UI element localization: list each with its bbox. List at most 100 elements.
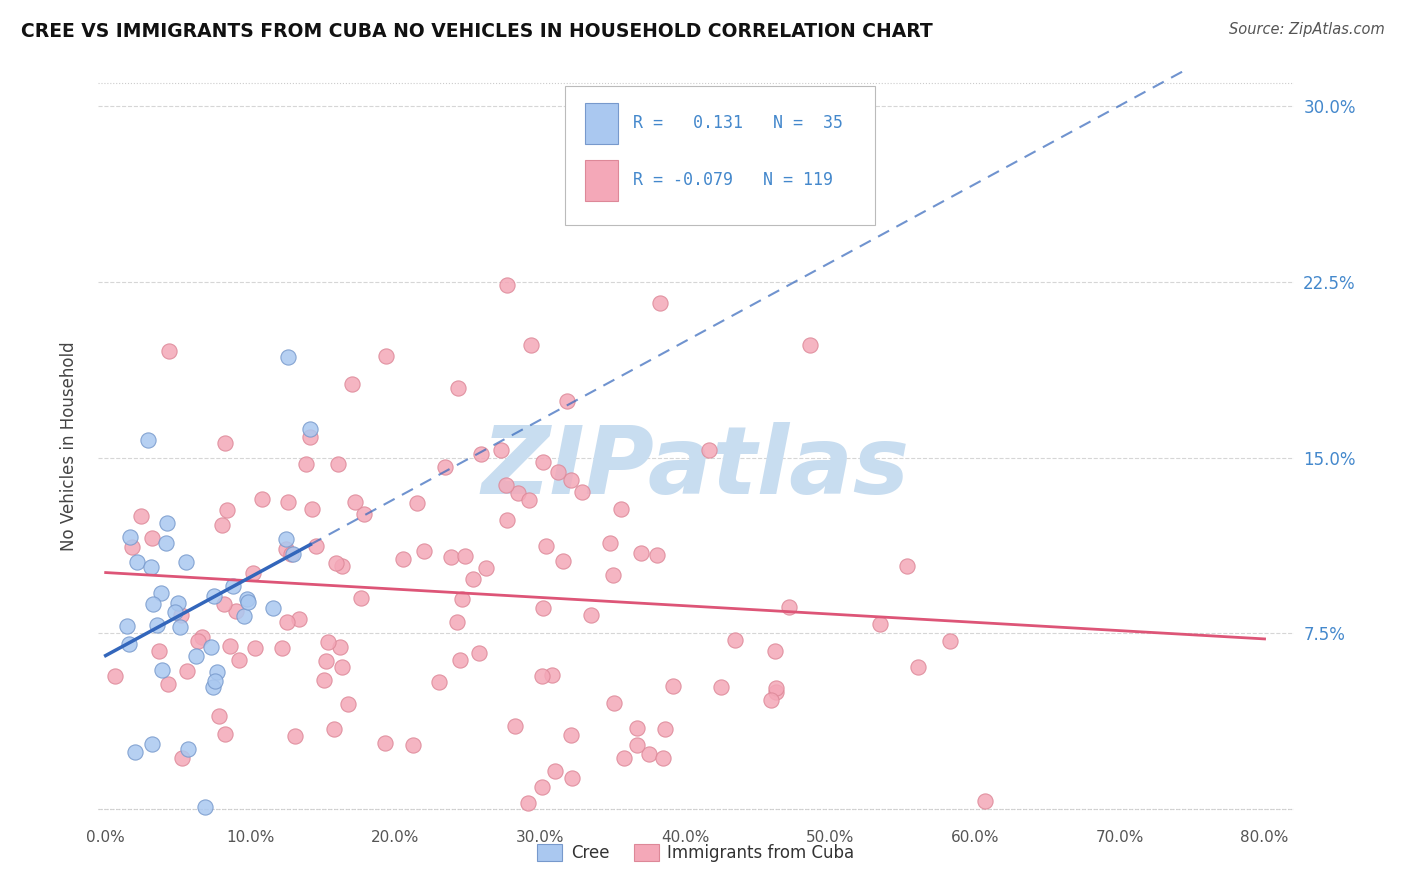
Point: [603, 696, 626, 710]
Point: [136, 434, 159, 448]
Point: [252, 492, 274, 507]
Point: [495, 478, 517, 492]
Point: [350, 591, 373, 605]
Point: [218, 639, 240, 653]
Point: [212, 598, 235, 612]
Point: [200, 640, 222, 654]
Point: [145, 618, 167, 632]
Point: [461, 572, 484, 586]
Point: [156, 516, 179, 531]
Point: [305, 539, 328, 553]
Point: [402, 738, 425, 752]
Point: [763, 644, 786, 658]
Point: [284, 729, 307, 743]
Point: [276, 615, 298, 629]
Point: [215, 503, 238, 517]
Point: [115, 619, 138, 633]
Point: [277, 351, 299, 365]
Point: [222, 579, 245, 593]
Point: [467, 646, 489, 660]
Point: [316, 635, 339, 649]
Point: [651, 751, 673, 765]
Point: [907, 659, 929, 673]
Point: [277, 494, 299, 508]
Point: [531, 455, 554, 469]
Point: [645, 548, 668, 562]
Point: [475, 560, 498, 574]
Point: [157, 344, 180, 359]
Point: [571, 485, 593, 500]
Point: [778, 600, 800, 615]
Point: [710, 680, 733, 694]
Point: [295, 457, 318, 471]
Point: [374, 736, 396, 750]
Point: [939, 634, 962, 648]
Point: [547, 465, 569, 479]
Point: [236, 595, 259, 609]
Point: [211, 518, 233, 533]
Point: [118, 637, 141, 651]
Legend: Cree, Immigrants from Cuba: Cree, Immigrants from Cuba: [530, 837, 862, 869]
Point: [626, 721, 648, 735]
Point: [561, 771, 583, 785]
Point: [141, 737, 163, 751]
Point: [299, 430, 322, 444]
Point: [329, 640, 352, 655]
Point: [626, 739, 648, 753]
Point: [503, 718, 526, 732]
Point: [516, 796, 538, 810]
Text: R = -0.079   N = 119: R = -0.079 N = 119: [633, 171, 832, 189]
Point: [214, 436, 236, 450]
Point: [235, 592, 257, 607]
Point: [118, 530, 141, 544]
Point: [127, 555, 149, 569]
Point: [449, 652, 471, 666]
Point: [496, 277, 519, 292]
Point: [104, 669, 127, 683]
FancyBboxPatch shape: [565, 87, 876, 225]
Point: [326, 458, 349, 472]
Point: [974, 794, 997, 808]
Point: [654, 723, 676, 737]
Point: [243, 640, 266, 655]
Point: [233, 608, 256, 623]
Point: [156, 677, 179, 691]
Point: [214, 727, 236, 741]
Point: [148, 644, 170, 658]
Point: [165, 605, 187, 619]
Point: [434, 460, 457, 475]
Point: [169, 620, 191, 634]
Point: [139, 560, 162, 574]
Point: [176, 665, 198, 679]
Point: [553, 554, 575, 568]
Point: [496, 513, 519, 527]
Point: [172, 751, 194, 765]
Text: CREE VS IMMIGRANTS FROM CUBA NO VEHICLES IN HOUSEHOLD CORRELATION CHART: CREE VS IMMIGRANTS FROM CUBA NO VEHICLES…: [21, 22, 932, 41]
Point: [530, 669, 553, 683]
Point: [353, 508, 375, 522]
Point: [534, 539, 557, 553]
Point: [489, 442, 512, 457]
Point: [150, 585, 173, 599]
Point: [406, 496, 429, 510]
Point: [697, 443, 720, 458]
Point: [194, 800, 217, 814]
Point: [602, 568, 624, 582]
Point: [274, 532, 297, 546]
Point: [187, 633, 209, 648]
Text: Source: ZipAtlas.com: Source: ZipAtlas.com: [1229, 22, 1385, 37]
Point: [121, 540, 143, 554]
Point: [170, 607, 193, 622]
Point: [613, 751, 636, 765]
Point: [579, 608, 602, 623]
Point: [761, 693, 783, 707]
Point: [531, 601, 554, 615]
Point: [155, 535, 177, 549]
Point: [896, 558, 918, 573]
Point: [315, 654, 337, 668]
Point: [204, 674, 226, 689]
Point: [392, 552, 415, 566]
Point: [638, 747, 661, 761]
Point: [662, 679, 685, 693]
Point: [544, 764, 567, 779]
